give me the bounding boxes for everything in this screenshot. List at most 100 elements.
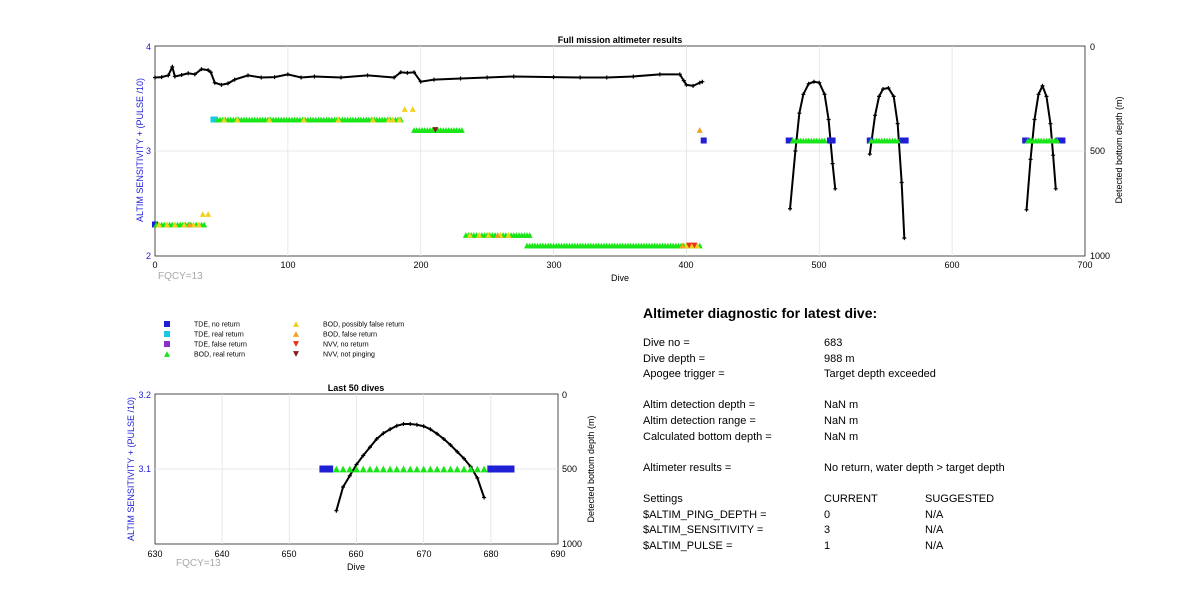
bod-real-return-marker <box>821 137 828 144</box>
depth-point <box>817 80 822 85</box>
detect-range-row: Altim detection range = NaN m <box>643 415 1163 431</box>
apogee-label: Apogee trigger = <box>643 368 725 381</box>
depth-point <box>361 453 366 458</box>
bod-possibly-false-return-marker <box>385 116 392 123</box>
depth-point <box>886 86 891 90</box>
bod-possibly-false-return-marker <box>205 211 212 217</box>
depth-point <box>1051 153 1056 158</box>
detect-depth-label: Altim detection depth = <box>643 399 756 412</box>
full-xtick-4: 400 <box>678 260 693 270</box>
depth-point <box>700 79 705 84</box>
depth-point <box>153 75 157 80</box>
depth-point <box>432 77 436 82</box>
depth-point <box>455 449 460 454</box>
bod-real-return-marker <box>353 465 360 473</box>
calc-bottom-row: Calculated bottom depth = NaN m <box>643 431 1163 447</box>
recent-xtick-1: 640 <box>214 549 229 559</box>
legend-bod-real-return-icon <box>164 351 170 357</box>
bod-real-return-marker <box>894 137 901 144</box>
bod-false-return-marker <box>696 127 703 133</box>
bod-possibly-false-return-marker <box>409 106 416 112</box>
depth-point <box>578 75 583 80</box>
full-ytick-left-0: 2 <box>146 251 151 261</box>
depth-point <box>259 75 264 80</box>
bod-possibly-false-return-marker <box>181 221 188 228</box>
full-xtick-5: 500 <box>811 260 826 270</box>
bod-real-return-marker <box>201 221 208 228</box>
depth-point <box>412 70 417 75</box>
depth-point <box>381 431 386 436</box>
full-y-axis-label: ALTIM SENSITIVITY + (PULSE /10) <box>135 78 145 222</box>
recent-x-axis-label: Dive <box>347 562 365 572</box>
calc-bottom-label: Calculated bottom depth = <box>643 430 772 443</box>
legend-nvv-not-pinging-icon <box>293 351 299 357</box>
full-mission-chart: Full mission altimeter results Dive ALTI… <box>135 35 1124 283</box>
recent-ytick-left-1: 3.2 <box>138 390 151 400</box>
bod-possibly-false-return-marker <box>171 221 178 228</box>
tde-no-return-marker <box>829 137 836 144</box>
full-ytick-left-1: 3 <box>146 146 151 156</box>
setting-current: 0 <box>824 508 831 521</box>
depth-point <box>212 80 217 85</box>
depth-point <box>551 75 556 80</box>
depth-point <box>793 149 798 153</box>
depth-point <box>1024 207 1029 212</box>
depth-point <box>179 72 184 77</box>
depth-point <box>192 72 197 77</box>
bod-real-return-marker <box>406 465 414 473</box>
depth-point <box>421 424 426 429</box>
depth-point <box>159 75 164 80</box>
depth-point <box>458 76 463 81</box>
tde-no-return-marker <box>1059 137 1066 144</box>
depth-point <box>374 437 379 441</box>
depth-point <box>631 74 636 79</box>
depth-point <box>226 81 231 86</box>
legend-tde-real-return-icon <box>164 331 170 337</box>
full-y2-axis-label: Detected bottom depth (m) <box>1114 96 1124 203</box>
full-ytick-right-0: 0 <box>1090 42 1095 52</box>
bod-real-return-marker <box>433 465 441 473</box>
depth-point <box>367 445 372 450</box>
depth-point <box>801 92 806 97</box>
recent-y2-axis-label: Detected bottom depth (m) <box>586 415 596 522</box>
full-xtick-1: 100 <box>280 260 295 270</box>
bod-real-return-marker <box>467 465 475 473</box>
legend-nvv-no-return-icon <box>293 341 299 347</box>
recent-ytick-right-1: 500 <box>562 464 577 474</box>
recent-ytick-right-0: 0 <box>562 390 567 400</box>
full-footnote: FQCY=13 <box>158 271 203 282</box>
setting-row: $ALTIM_PING_DEPTH = 0 N/A <box>643 509 1163 525</box>
depth-point <box>881 87 886 92</box>
full-data-marks <box>152 64 1066 249</box>
depth-point <box>232 77 237 82</box>
bod-real-return-marker <box>480 465 488 473</box>
bod-real-return-marker <box>346 465 354 473</box>
bod-false-return-marker <box>679 242 686 249</box>
bod-real-return-marker <box>332 465 340 473</box>
tde-no-return-marker <box>700 137 707 144</box>
depth-point <box>206 68 211 73</box>
depth-point <box>418 79 423 84</box>
bod-real-return-marker <box>413 465 421 473</box>
depth-point <box>1044 94 1049 99</box>
depth-point <box>299 75 304 80</box>
depth-point <box>867 152 872 157</box>
depth-point <box>312 74 317 79</box>
bod-possibly-false-return-marker <box>683 242 690 249</box>
depth-point <box>365 73 370 78</box>
bod-possibly-false-return-marker <box>155 221 162 228</box>
setting-suggested: N/A <box>925 539 944 552</box>
depth-point <box>891 94 896 99</box>
depth-point <box>435 431 440 436</box>
depth-point <box>677 72 682 77</box>
legend-tde-false-return-icon <box>164 341 170 347</box>
depth-point <box>902 236 907 241</box>
depth-point <box>285 72 290 77</box>
dive-depth-value: 988 m <box>824 352 855 365</box>
full-xtick-2: 200 <box>413 260 428 270</box>
bod-possibly-false-return-marker <box>163 221 170 228</box>
tde-no-return-marker <box>507 465 515 473</box>
dive-no-row: Dive no = 683 <box>643 337 1163 353</box>
legend-tde-real-return-label: TDE, real return <box>194 332 244 339</box>
bod-real-return-marker <box>339 465 347 473</box>
